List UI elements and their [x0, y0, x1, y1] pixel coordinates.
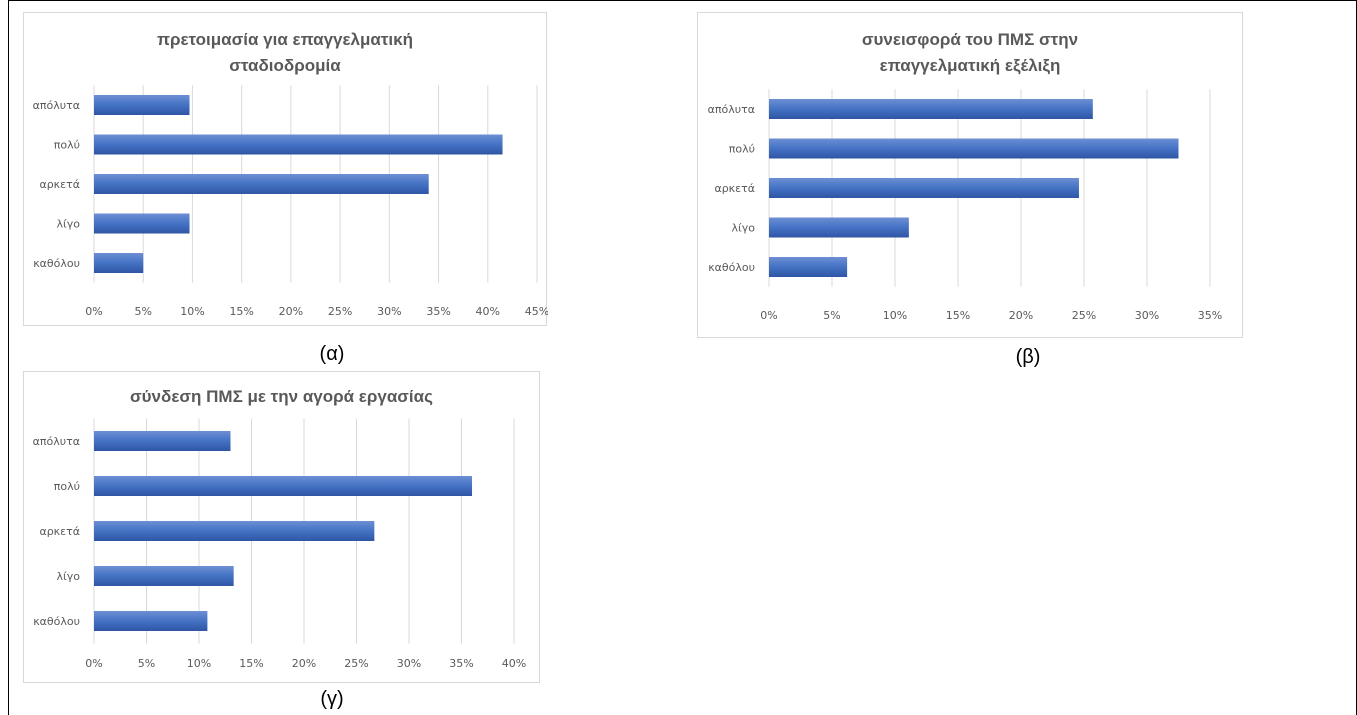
frame-border-top	[8, 0, 1357, 1]
bar	[769, 99, 1093, 119]
bar	[769, 178, 1079, 198]
category-label: απόλυτα	[708, 103, 755, 116]
category-label: αρκετά	[714, 182, 755, 195]
tick-label: 40%	[476, 305, 500, 318]
bar	[94, 476, 472, 496]
category-label: αρκετά	[39, 178, 80, 191]
tick-label: 20%	[1009, 309, 1033, 322]
tick-label: 10%	[883, 309, 907, 322]
tick-label: 25%	[1072, 309, 1096, 322]
caption-gamma: (γ)	[320, 688, 344, 710]
tick-label: 10%	[187, 657, 211, 670]
tick-label: 30%	[397, 657, 421, 670]
tick-label: 20%	[292, 657, 316, 670]
frame-border-left	[8, 0, 9, 715]
category-label: λίγο	[57, 218, 81, 231]
caption-beta: (β)	[1015, 346, 1041, 368]
chart-gamma: σύνδεση ΠΜΣ με την αγορά εργασίας 0% 5% 10…	[23, 371, 540, 683]
tick-label: 30%	[377, 305, 401, 318]
chart-plot: 0% 5% 10% 15% 20% 25% 30% 35% απόλυτα πολύ αρκετά λ…	[708, 89, 1222, 322]
bar	[94, 566, 234, 586]
chart-title: πρετοιμασία για επαγγελματική σταδιοδρομ…	[156, 30, 414, 75]
tick-label: 0%	[85, 657, 102, 670]
category-label: λίγο	[732, 222, 756, 235]
category-label: λίγο	[57, 570, 81, 583]
tick-label: 35%	[1198, 309, 1222, 322]
tick-label: 0%	[85, 305, 102, 318]
bar	[769, 217, 909, 238]
bar	[769, 257, 848, 277]
category-label: καθόλου	[708, 261, 755, 274]
chart-beta: συνεισφορά του ΠΜΣ στην επαγγελματική εξ…	[697, 12, 1243, 338]
bar	[94, 134, 503, 155]
tick-label: 20%	[279, 305, 303, 318]
tick-label: 5%	[138, 657, 155, 670]
caption-alpha: (α)	[319, 343, 345, 365]
tick-label: 15%	[239, 657, 263, 670]
bar	[94, 431, 231, 451]
category-label: αρκετά	[39, 525, 80, 538]
bar	[769, 138, 1179, 159]
category-label: καθόλου	[33, 615, 80, 628]
tick-label: 5%	[823, 309, 840, 322]
chart-plot: 0% 5% 10% 15% 20% 25% 30% 35% 40% απόλυτα πολύ αρκε…	[33, 418, 526, 670]
chart-plot: 0% 5% 10% 15% 20% 25% 30% 35% 40% 45% απόλυτα πολύ α…	[33, 85, 548, 318]
category-label: πολύ	[729, 143, 755, 156]
tick-label: 35%	[426, 305, 450, 318]
tick-label: 25%	[344, 657, 368, 670]
tick-label: 0%	[760, 309, 777, 322]
chart-title: συνεισφορά του ΠΜΣ στην επαγγελματική εξ…	[861, 30, 1079, 75]
bar	[94, 253, 144, 273]
tick-label: 5%	[134, 305, 151, 318]
tick-label: 15%	[229, 305, 253, 318]
bar	[94, 174, 429, 194]
tick-label: 40%	[502, 657, 526, 670]
bar	[94, 611, 208, 631]
bar	[94, 521, 375, 541]
chart-alpha: πρετοιμασία για επαγγελματική σταδιοδρομ…	[23, 12, 548, 326]
category-label: πολύ	[54, 480, 80, 493]
category-label: απόλυτα	[33, 435, 80, 448]
tick-label: 25%	[328, 305, 352, 318]
bar	[94, 95, 190, 115]
chart-title: σύνδεση ΠΜΣ με την αγορά εργασίας	[130, 387, 433, 406]
category-label: απόλυτα	[33, 99, 80, 112]
tick-label: 45%	[525, 305, 548, 318]
tick-label: 10%	[180, 305, 204, 318]
tick-label: 30%	[1135, 309, 1159, 322]
category-label: καθόλου	[33, 257, 80, 270]
tick-label: 35%	[449, 657, 473, 670]
tick-label: 15%	[946, 309, 970, 322]
category-label: πολύ	[54, 139, 80, 152]
bar	[94, 213, 190, 234]
